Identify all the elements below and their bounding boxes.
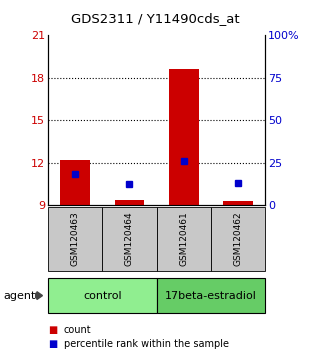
Bar: [169, 69, 199, 205]
Text: GSM120462: GSM120462: [233, 212, 242, 266]
Text: percentile rank within the sample: percentile rank within the sample: [64, 339, 228, 349]
Bar: [114, 200, 144, 205]
Text: GSM120463: GSM120463: [71, 212, 80, 266]
Text: GDS2311 / Y11490cds_at: GDS2311 / Y11490cds_at: [71, 12, 239, 25]
Text: 17beta-estradiol: 17beta-estradiol: [165, 291, 257, 301]
Text: ■: ■: [48, 339, 57, 349]
Text: agent: agent: [3, 291, 35, 301]
Text: count: count: [64, 325, 91, 335]
Bar: [60, 160, 90, 205]
Text: ■: ■: [48, 325, 57, 335]
Text: control: control: [83, 291, 122, 301]
Text: GSM120461: GSM120461: [179, 212, 188, 266]
Text: GSM120464: GSM120464: [125, 212, 134, 266]
Bar: [223, 201, 253, 205]
